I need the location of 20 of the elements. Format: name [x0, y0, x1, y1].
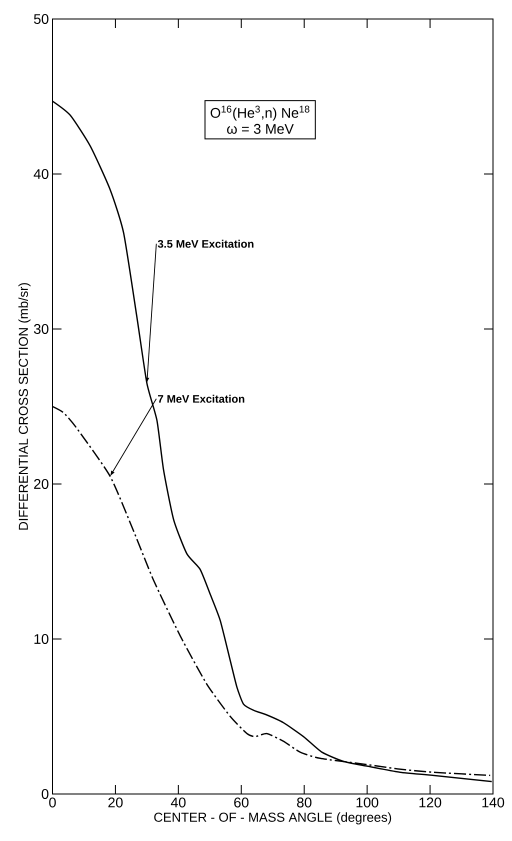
- x-tick-label: 100: [356, 798, 378, 808]
- y-axis-title: DIFFERENTIAL CROSS SECTION (mb/sr): [18, 283, 31, 530]
- x-tick-label: 120: [419, 798, 442, 808]
- x-tick-label: 140: [482, 798, 504, 808]
- x-tick-label: 0: [49, 798, 56, 808]
- y-tick-label: 40: [34, 169, 48, 179]
- y-tick-label: 20: [34, 479, 48, 489]
- x-tick-label: 80: [297, 798, 312, 808]
- x-tick-label: 20: [108, 798, 123, 808]
- y-tick-label: 10: [34, 634, 48, 644]
- y-tick-label: 0: [42, 789, 48, 799]
- text: 3.5 MeV Excitation: [158, 240, 254, 248]
- y-tick-label: 50: [34, 14, 48, 24]
- text: 7 MeV Excitation: [158, 394, 244, 403]
- y-tick-label: 30: [34, 324, 48, 334]
- annotation: O$^{16}$(He$^{3}$,n) Ne$^{18}$: [210, 106, 310, 121]
- annotation: ω = 3 MeV: [227, 124, 294, 134]
- x-axis-title: CENTER - OF - MASS ANGLE (degrees): [154, 812, 392, 824]
- x-tick-label: 40: [170, 798, 186, 808]
- x-tick-label: 60: [234, 798, 249, 808]
